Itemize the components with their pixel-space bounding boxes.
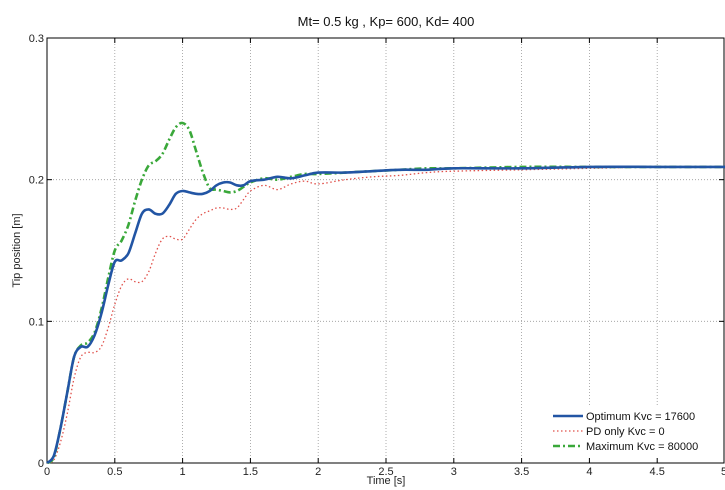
x-tick-label: 3 <box>451 466 457 478</box>
series-line-1 <box>46 166 725 464</box>
x-tick-label: 1 <box>180 466 186 478</box>
y-tick-label: 0.1 <box>29 316 44 328</box>
y-tick-label: 0.2 <box>29 175 44 187</box>
plot-area <box>46 37 725 464</box>
legend-label-2: Maximum Kvc = 80000 <box>586 441 698 453</box>
legend-label-1: PD only Kvc = 0 <box>586 426 665 438</box>
x-tick-label: 3.5 <box>514 466 529 478</box>
x-tick-label: 4 <box>586 466 592 478</box>
grid <box>47 38 725 463</box>
y-axis-label: Tip position [m] <box>11 213 23 287</box>
x-tick-label: 2.5 <box>378 466 393 478</box>
x-tick-label: 0 <box>44 466 50 478</box>
x-tick-label: 0.5 <box>107 466 122 478</box>
series-line-0 <box>46 165 725 465</box>
y-tick-label: 0 <box>38 458 44 470</box>
x-tick-label: 4.5 <box>650 466 665 478</box>
x-tick-label: 1.5 <box>243 466 258 478</box>
x-tick-label: 2 <box>315 466 321 478</box>
series-group <box>46 121 725 465</box>
chart-title: Mt= 0.5 kg , Kp= 600, Kd= 400 <box>298 14 475 29</box>
legend-label-0: Optimum Kvc = 17600 <box>586 411 695 423</box>
axis-ticks: 0 0.5 1 1.5 2 2.5 3 3.5 4 4.5 5 0 0.1 0.2 0.3 <box>29 33 725 478</box>
y-tick-label: 0.3 <box>29 33 44 45</box>
legend: Optimum Kvc = 17600 PD only Kvc = 0 Maximu… <box>549 407 723 458</box>
x-axis-label: Time [s] <box>367 475 406 487</box>
x-tick-label: 5 <box>721 466 725 478</box>
